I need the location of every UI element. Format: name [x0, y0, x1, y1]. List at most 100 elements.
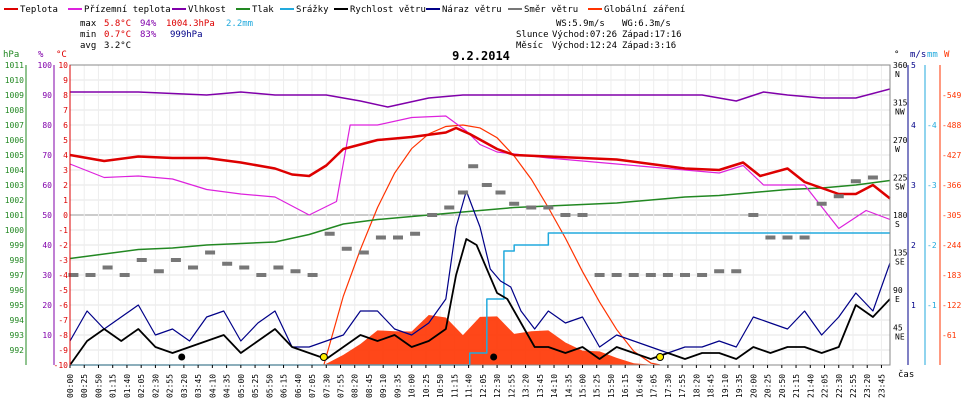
- tick-label-time: 20:50: [778, 374, 787, 398]
- tick-label-ms: 1: [911, 301, 916, 310]
- wind-direction-point: [170, 258, 181, 262]
- tick-label-celsius: 1: [63, 196, 68, 205]
- sunset-marker: [656, 353, 665, 361]
- tick-label-time: 09:10: [379, 374, 388, 398]
- tick-label-hpa: 996: [10, 286, 25, 295]
- wind-direction-point: [153, 269, 164, 274]
- legend-label-rychlost-vetru: Rychlost větru: [350, 5, 426, 15]
- wind-direction-point: [375, 235, 386, 240]
- tick-label-degree: 315: [893, 99, 908, 108]
- tick-label-watt: -183: [942, 271, 961, 280]
- tick-label-time: 01:15: [109, 374, 118, 398]
- legend-label-srazky: Srážky: [296, 5, 329, 15]
- tick-label-hpa: 994: [10, 316, 25, 325]
- tick-label-celsius: -1: [58, 226, 68, 235]
- tick-label-watt: -549: [942, 91, 961, 100]
- tick-label-mm: -1: [927, 301, 937, 310]
- wind-direction-point: [867, 175, 878, 180]
- axis-unit-watt: W: [944, 50, 950, 60]
- wind-direction-point: [358, 250, 369, 255]
- tick-label-ms: 2: [911, 241, 916, 250]
- tick-label-celsius: 8: [63, 91, 68, 100]
- wind-direction-point: [577, 213, 588, 217]
- sun-moon-markers: [178, 353, 665, 361]
- stats-avg-temp: 3.2°C: [104, 41, 131, 51]
- tick-label-time: 03:20: [180, 374, 189, 398]
- wind-direction-point: [680, 273, 690, 277]
- tick-label-time: 13:45: [536, 374, 545, 398]
- wind-direction-point: [341, 246, 352, 251]
- tick-label-celsius: 4: [63, 151, 68, 160]
- tick-label-time: 23:45: [877, 374, 886, 398]
- wind-direction-point: [119, 273, 130, 277]
- tick-label-hpa: 995: [10, 301, 25, 310]
- tick-label-time: 04:10: [208, 374, 217, 398]
- tick-label-time: 17:55: [678, 374, 687, 398]
- tick-label-time: 10:50: [436, 374, 445, 398]
- tick-label-percent: 80: [42, 121, 52, 130]
- tick-label-direction: E: [895, 295, 900, 304]
- tick-label-time: 21:40: [806, 374, 815, 398]
- tick-label-hpa: 1002: [5, 196, 24, 205]
- tick-label-celsius: 2: [63, 181, 68, 190]
- tick-label-time: 22:30: [835, 374, 844, 398]
- tick-label-time: 17:30: [664, 374, 673, 398]
- tick-label-degree: 180: [893, 211, 908, 220]
- axis-unit-ms: m/s: [910, 50, 926, 60]
- stats-max-pressure: 1004.3hPa: [166, 19, 215, 29]
- tick-label-time: 19:10: [721, 374, 730, 398]
- tick-label-degree: 225: [893, 174, 908, 183]
- tick-label-celsius: -2: [58, 241, 68, 250]
- tick-label-mm: -2: [927, 241, 937, 250]
- wind-direction-point: [427, 213, 438, 217]
- tick-label-time: 05:25: [251, 374, 260, 398]
- wind-direction-point: [468, 164, 479, 169]
- tick-label-time: 23:20: [863, 374, 872, 398]
- tick-label-hpa: 992: [10, 346, 25, 355]
- tick-label-celsius: -8: [58, 331, 68, 340]
- tick-label-time: 14:35: [564, 374, 573, 398]
- series-line-naraz-vetru: [69, 190, 891, 354]
- series-line-prizemni-teplota: [69, 115, 891, 230]
- wind-direction-point: [543, 205, 554, 210]
- legend-label-teplota: Teplota: [20, 5, 58, 15]
- tick-label-time: 05:50: [265, 374, 274, 398]
- wind-direction-point: [102, 265, 113, 270]
- legend-label-vlhkost: Vlhkost: [188, 5, 226, 15]
- tick-label-celsius: -10: [54, 361, 69, 370]
- tick-label-celsius: 3: [63, 166, 68, 175]
- tick-label-celsius: -9: [58, 346, 68, 355]
- tick-label-time: 08:20: [351, 374, 360, 398]
- wind-direction-point: [188, 265, 198, 270]
- tick-label-mm: -3: [927, 181, 937, 190]
- tick-label-percent: 90: [42, 91, 52, 100]
- tick-label-direction: W: [895, 145, 900, 154]
- wind-direction-point: [85, 273, 96, 277]
- tick-label-time: 22:55: [849, 374, 858, 398]
- wind-direction-point: [481, 183, 492, 187]
- tick-label-time: 10:25: [422, 374, 431, 398]
- sunrise-marker: [319, 353, 328, 361]
- tick-label-time: 10:00: [408, 374, 417, 398]
- tick-label-percent: 60: [42, 181, 52, 190]
- tick-label-time: 13:20: [522, 374, 531, 398]
- wind-direction-point: [393, 235, 403, 240]
- tick-label-ms: 3: [911, 181, 916, 190]
- tick-label-time: 00:50: [94, 374, 103, 398]
- tick-label-hpa: 998: [10, 256, 25, 265]
- wind-direction-point: [410, 231, 421, 236]
- wind-direction-point: [816, 201, 827, 206]
- tick-label-time: 00:25: [80, 374, 89, 398]
- tick-label-celsius: 5: [63, 136, 68, 145]
- stats-max-label: max: [80, 19, 97, 29]
- tick-label-time: 20:00: [749, 374, 758, 398]
- tick-label-hpa: 1001: [5, 211, 24, 220]
- tick-label-time: 07:55: [336, 374, 345, 398]
- tick-label-degree: 270: [893, 136, 908, 145]
- tick-label-time: 06:15: [280, 374, 289, 398]
- tick-label-hpa: 999: [10, 241, 25, 250]
- tick-label-time: 04:35: [223, 374, 232, 398]
- legend-label-tlak: Tlak: [252, 5, 274, 15]
- chart-title: 9.2.2014: [452, 49, 510, 63]
- info-wind-gust: WG:6.3m/s: [622, 19, 671, 29]
